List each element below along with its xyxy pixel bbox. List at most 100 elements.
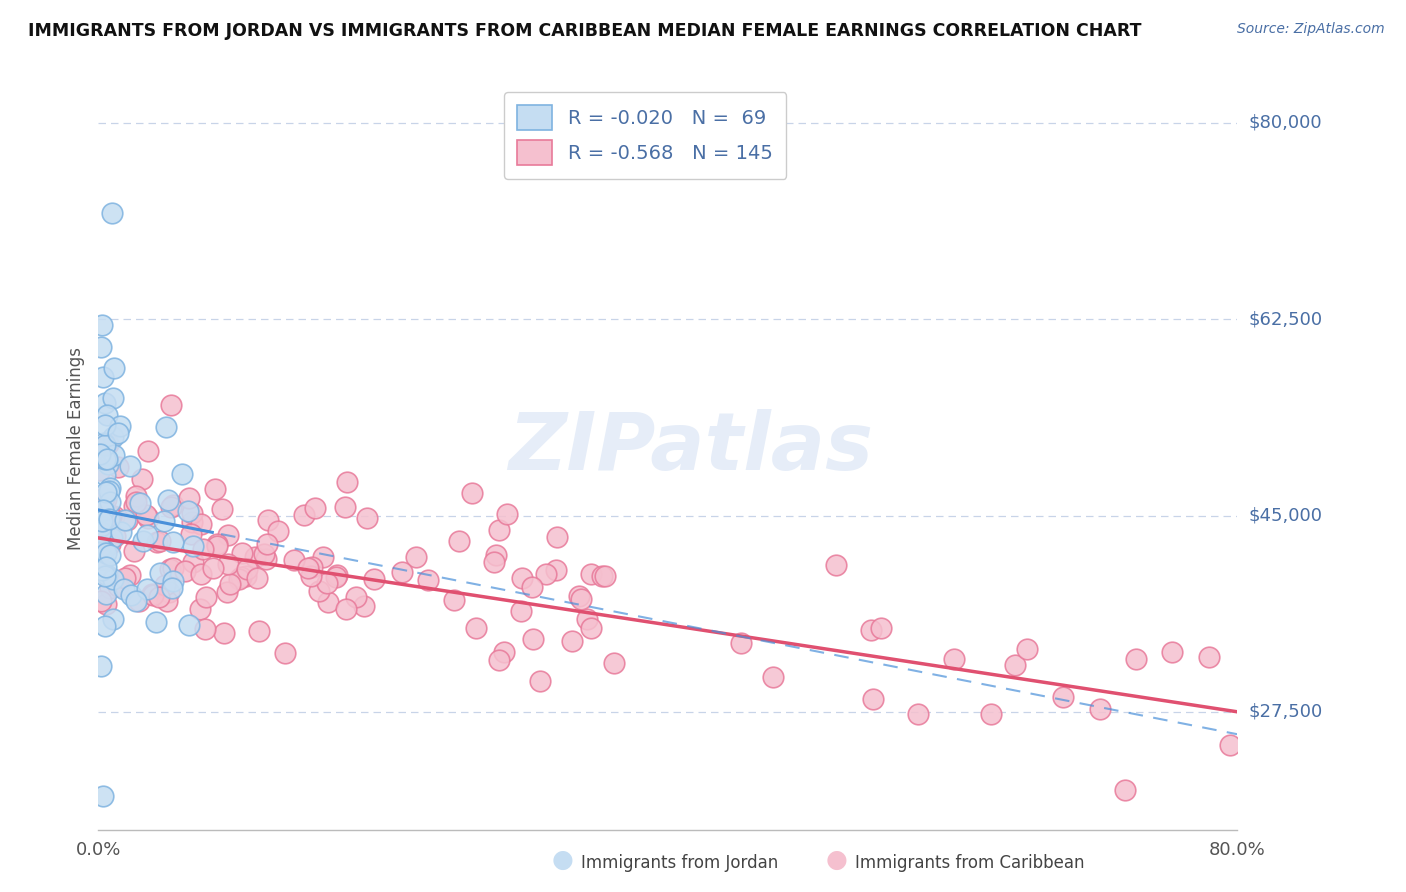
Point [103,361,125,376]
Point [211,501,233,516]
Point [120,588,142,602]
Point [93,396,115,410]
Text: Source: ZipAtlas.com: Source: ZipAtlas.com [1237,22,1385,37]
Point [90,519,112,533]
Point [177,504,200,518]
Point [90,524,112,539]
Point [325,570,347,584]
Point [94,451,117,466]
Point [160,399,183,413]
Point [308,584,330,599]
Point [405,549,427,564]
Point [207,539,229,553]
Point [301,559,323,574]
Point [316,595,339,609]
Point [356,511,378,525]
Point [104,529,127,543]
Point [101,572,124,586]
Point [145,615,167,629]
Point [96,485,118,500]
Point [561,633,583,648]
Text: ●: ● [551,848,574,872]
Point [128,495,150,509]
Point [131,472,153,486]
Point [93,543,115,558]
Point [447,534,470,549]
Point [546,563,568,577]
Point [107,579,129,593]
Point [162,498,184,512]
Point [89,463,111,477]
Point [194,622,217,636]
Point [181,555,204,569]
Point [267,524,290,538]
Point [217,527,239,541]
Text: IMMIGRANTS FROM JORDAN VS IMMIGRANTS FROM CARIBBEAN MEDIAN FEMALE EARNINGS CORRE: IMMIGRANTS FROM JORDAN VS IMMIGRANTS FRO… [28,22,1142,40]
Point [311,549,333,564]
Point [110,525,132,540]
Point [862,692,884,706]
Point [146,534,169,549]
Point [93,491,115,505]
Point [148,590,170,604]
Point [153,514,176,528]
Point [90,658,112,673]
Text: Immigrants from Jordan: Immigrants from Jordan [581,855,778,872]
Point [93,502,115,516]
Point [1015,642,1038,657]
Point [98,481,121,495]
Point [149,566,172,581]
Point [155,578,177,592]
Point [125,593,148,607]
Point [98,508,121,523]
Point [89,526,111,541]
Point [162,561,184,575]
Point [1052,690,1074,704]
Point [218,577,240,591]
Text: $45,000: $45,000 [1249,507,1323,524]
Point [94,587,117,601]
Point [96,457,118,471]
Point [149,534,172,549]
Point [162,535,184,549]
Point [89,541,111,555]
Point [482,555,505,569]
Point [195,590,218,604]
Point [181,539,204,553]
Point [943,652,966,666]
Point [510,604,533,618]
Point [335,601,357,615]
Point [202,561,225,575]
Point [177,491,200,505]
Point [97,535,120,549]
Point [335,500,357,514]
Point [180,515,202,529]
Point [98,548,121,562]
Point [94,569,117,583]
Point [91,789,114,803]
Point [188,601,211,615]
Point [581,566,603,581]
Text: ●: ● [825,848,848,872]
Point [576,612,599,626]
Point [118,568,141,582]
Point [89,447,111,461]
Point [125,489,148,503]
Point [217,585,239,599]
Point [495,507,517,521]
Point [103,509,125,524]
Point [91,552,114,566]
Point [122,499,145,513]
Point [326,568,349,582]
Point [762,670,785,684]
Point [173,564,195,578]
Point [93,438,115,452]
Point [93,436,115,450]
Point [179,618,201,632]
Point [825,558,848,572]
Point [534,566,557,581]
Point [101,205,124,219]
Point [316,575,339,590]
Point [180,506,202,520]
Point [297,561,319,575]
